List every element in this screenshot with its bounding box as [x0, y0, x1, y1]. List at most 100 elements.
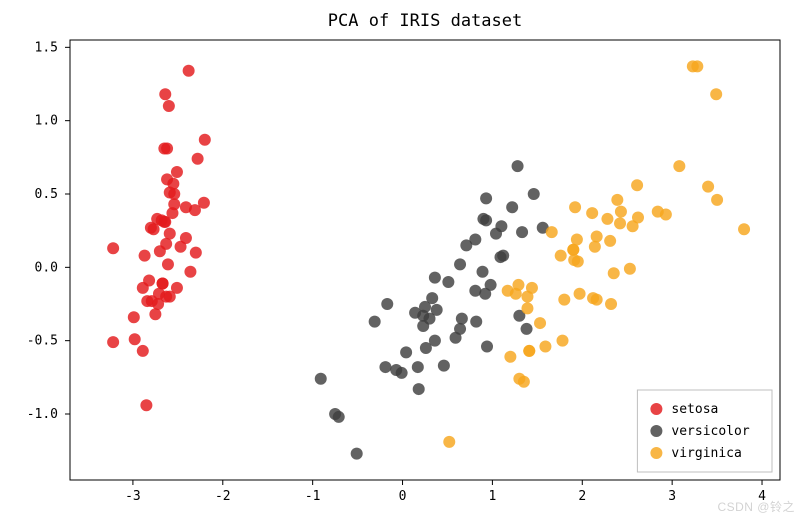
- data-point: [152, 298, 164, 310]
- data-point: [571, 233, 583, 245]
- x-tick-label: 2: [578, 489, 586, 504]
- data-point: [171, 166, 183, 178]
- y-tick-label: -1.0: [27, 407, 58, 422]
- data-point: [516, 226, 528, 238]
- data-point: [528, 188, 540, 200]
- data-point: [526, 282, 538, 294]
- data-point: [164, 291, 176, 303]
- x-tick-label: -1: [305, 489, 321, 504]
- data-point: [586, 207, 598, 219]
- data-point: [481, 341, 493, 353]
- data-point: [557, 335, 569, 347]
- data-point: [154, 245, 166, 257]
- data-point: [149, 308, 161, 320]
- data-point: [162, 258, 174, 270]
- data-point: [379, 361, 391, 373]
- data-point: [477, 213, 489, 225]
- data-point: [555, 250, 567, 262]
- data-point: [128, 311, 140, 323]
- data-point: [168, 188, 180, 200]
- x-tick-label: -2: [215, 489, 231, 504]
- data-point: [611, 194, 623, 206]
- data-point: [148, 223, 160, 235]
- legend-marker-virginica: [650, 447, 662, 459]
- data-point: [190, 247, 202, 259]
- data-point: [390, 364, 402, 376]
- data-point: [569, 201, 581, 213]
- data-point: [429, 272, 441, 284]
- data-point: [141, 295, 153, 307]
- x-tick-label: 3: [668, 489, 676, 504]
- data-point: [180, 201, 192, 213]
- data-point: [184, 266, 196, 278]
- legend-label-versicolor: versicolor: [671, 424, 749, 439]
- data-point: [159, 88, 171, 100]
- data-point: [400, 346, 412, 358]
- data-point: [512, 279, 524, 291]
- data-point: [470, 316, 482, 328]
- x-tick-label: -3: [125, 489, 141, 504]
- data-point: [589, 241, 601, 253]
- data-point: [608, 267, 620, 279]
- data-point: [333, 411, 345, 423]
- data-point: [504, 351, 516, 363]
- chart-container: -3-2-101234-1.0-0.50.00.51.01.5PCA of IR…: [0, 0, 801, 519]
- data-point: [591, 231, 603, 243]
- legend-marker-versicolor: [650, 425, 662, 437]
- data-point: [687, 60, 699, 72]
- data-point: [412, 361, 424, 373]
- data-point: [601, 213, 613, 225]
- data-point: [513, 373, 525, 385]
- watermark-text: CSDN @铃之: [717, 498, 795, 515]
- data-point: [183, 65, 195, 77]
- chart-title: PCA of IRIS dataset: [328, 11, 522, 31]
- y-tick-label: 0.5: [35, 187, 58, 202]
- data-point: [423, 313, 435, 325]
- data-point: [456, 313, 468, 325]
- data-point: [624, 263, 636, 275]
- data-point: [738, 223, 750, 235]
- data-point: [351, 448, 363, 460]
- data-point: [164, 228, 176, 240]
- data-point: [614, 217, 626, 229]
- y-tick-label: 1.5: [35, 40, 58, 55]
- data-point: [567, 244, 579, 256]
- data-point: [710, 88, 722, 100]
- data-point: [157, 277, 169, 289]
- data-point: [107, 336, 119, 348]
- data-point: [512, 160, 524, 172]
- data-point: [469, 233, 481, 245]
- data-point: [546, 226, 558, 238]
- data-point: [140, 399, 152, 411]
- data-point: [605, 298, 617, 310]
- data-point: [137, 345, 149, 357]
- data-point: [429, 335, 441, 347]
- data-point: [139, 250, 151, 262]
- data-point: [627, 220, 639, 232]
- data-point: [199, 134, 211, 146]
- data-point: [534, 317, 546, 329]
- data-point: [673, 160, 685, 172]
- data-point: [604, 235, 616, 247]
- data-point: [469, 285, 481, 297]
- data-point: [129, 333, 141, 345]
- data-point: [107, 242, 119, 254]
- data-point: [143, 275, 155, 287]
- data-point: [506, 201, 518, 213]
- x-tick-label: 1: [488, 489, 496, 504]
- data-point: [574, 288, 586, 300]
- data-point: [159, 216, 171, 228]
- y-tick-label: 0.0: [35, 260, 58, 275]
- y-tick-label: -0.5: [27, 334, 58, 349]
- data-point: [192, 153, 204, 165]
- data-point: [711, 194, 723, 206]
- data-point: [521, 323, 533, 335]
- data-point: [454, 258, 466, 270]
- y-tick-label: 1.0: [35, 114, 58, 129]
- data-point: [502, 285, 514, 297]
- data-point: [497, 250, 509, 262]
- data-point: [167, 178, 179, 190]
- data-point: [631, 179, 643, 191]
- data-point: [521, 302, 533, 314]
- data-point: [615, 206, 627, 218]
